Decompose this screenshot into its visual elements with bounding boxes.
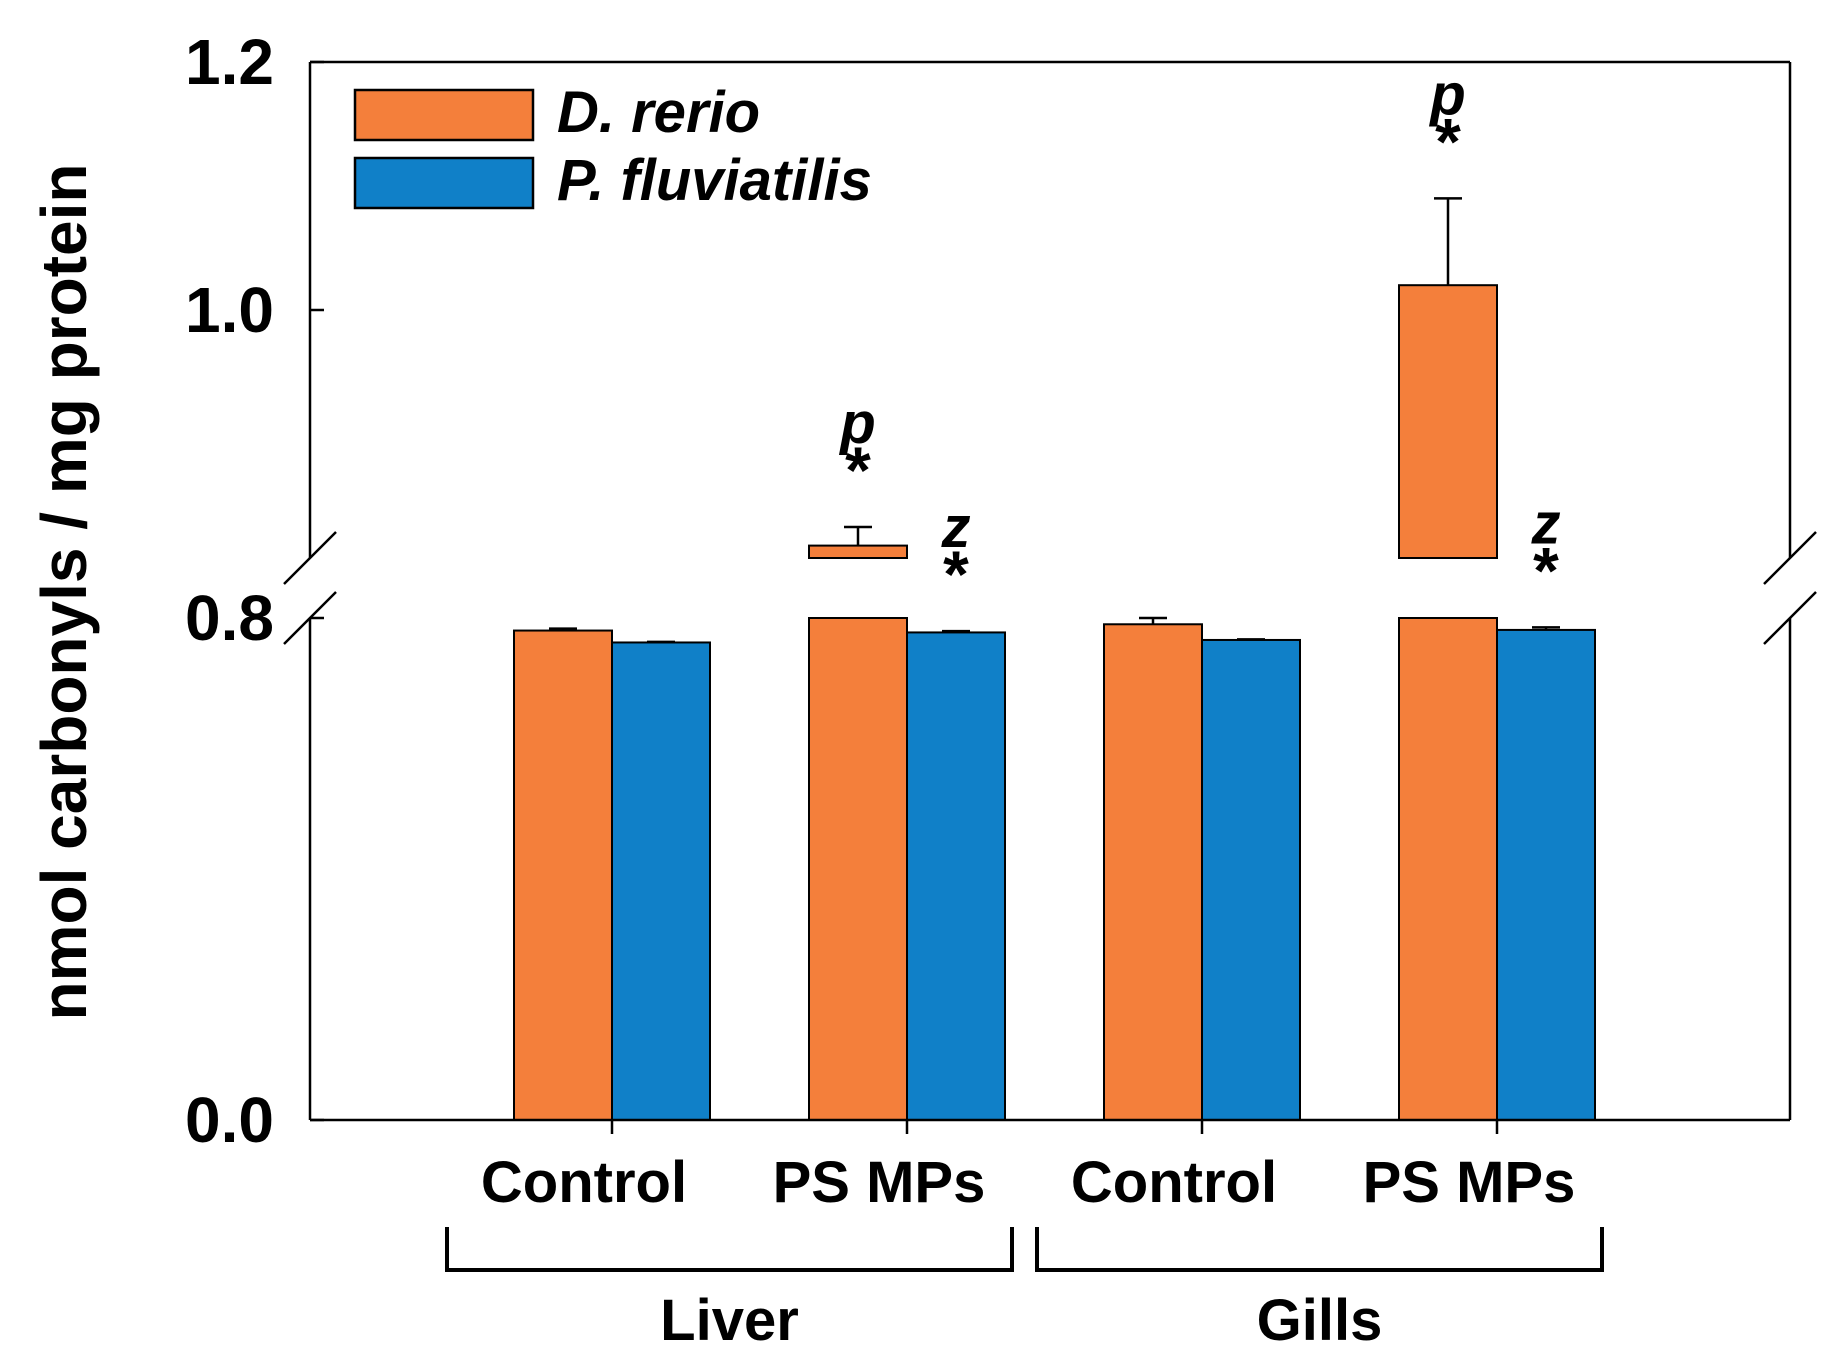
bar-0-1-upper: [808, 544, 908, 559]
bar-0-2: [1103, 623, 1203, 1122]
group-label-gills: Gills: [1257, 1288, 1383, 1353]
significance-star-1-3: *: [1533, 533, 1559, 607]
legend-label-1: P. fluviatilis: [557, 148, 872, 213]
significance-letter-1-3: z: [1531, 491, 1561, 556]
axis-break-mark-right-upper: [1763, 531, 1817, 585]
y-tick-label-2: 1.0: [185, 274, 274, 346]
axis-break-mark-left-upper: [283, 531, 337, 585]
significance-star-0-1: *: [845, 433, 871, 507]
y-axis-label: nmol carbonyls / mg protein: [28, 164, 100, 1021]
y-tick-label-1: 0.8: [185, 582, 274, 654]
bar-0-3-upper: [1398, 284, 1498, 559]
bar-0-1-lower: [808, 617, 908, 1121]
significance-star-1-1: *: [943, 537, 969, 611]
bar-1-0: [611, 641, 711, 1121]
group-bracket-0: [445, 1227, 1014, 1272]
significance-star-0-3: *: [1435, 104, 1461, 178]
group-label-liver: Liver: [660, 1288, 799, 1353]
legend-swatch-1: [353, 156, 535, 210]
bar-0-0: [513, 629, 613, 1121]
legend-swatch-0: [353, 88, 535, 142]
x-tick-label-0: Control: [481, 1150, 687, 1215]
bar-0-3-lower: [1398, 617, 1498, 1121]
axis-break-mark-right-lower: [1763, 591, 1817, 645]
y-tick-label-3: 1.2: [185, 26, 274, 98]
legend-label-0: D. rerio: [557, 80, 760, 145]
bar-1-1: [906, 631, 1006, 1121]
bar-1-3: [1496, 628, 1596, 1121]
significance-letter-0-1: p: [838, 391, 875, 456]
significance-letter-1-1: z: [941, 495, 971, 560]
y-tick-label-0: 0.0: [185, 1084, 274, 1156]
x-tick-label-2: Control: [1071, 1150, 1277, 1215]
bar-1-2: [1201, 638, 1301, 1122]
significance-letter-0-3: p: [1428, 62, 1465, 127]
x-tick-label-3: PS MPs: [1363, 1150, 1576, 1215]
x-tick-label-1: PS MPs: [773, 1150, 986, 1215]
group-bracket-1: [1035, 1227, 1604, 1272]
